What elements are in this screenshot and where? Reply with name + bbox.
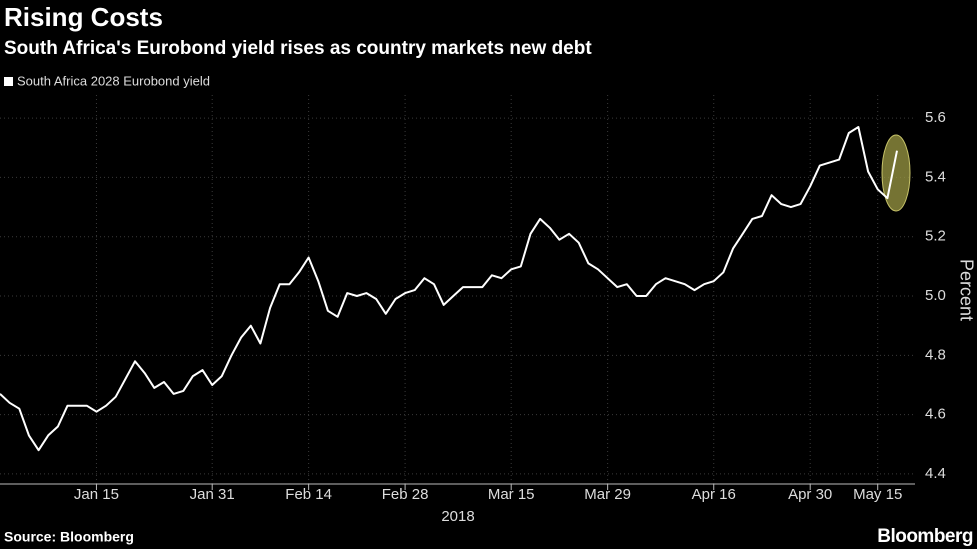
brand-logo: Bloomberg [877, 526, 973, 547]
legend-label: South Africa 2028 Eurobond yield [17, 73, 210, 88]
x-tick-label: Apr 16 [692, 486, 736, 503]
legend-swatch [4, 77, 13, 86]
y-tick-label: 4.8 [925, 346, 946, 363]
chart-title: Rising Costs [4, 2, 163, 32]
source: Source: Bloomberg [4, 529, 134, 545]
line-series [0, 126, 898, 452]
y-tick-label: 5.6 [925, 109, 946, 126]
y-tick-label: 5.4 [925, 168, 946, 185]
y-tick-label: 5.2 [925, 228, 946, 245]
y-tick-label: 4.4 [925, 465, 946, 482]
x-tick-label: Mar 15 [488, 486, 535, 503]
chart-subtitle: South Africa's Eurobond yield rises as c… [4, 38, 592, 59]
y-tick-label: 5.0 [925, 287, 946, 304]
y-axis-label: Percent [956, 259, 976, 321]
x-tick-label: Jan 31 [190, 486, 235, 503]
x-tick-label: Mar 29 [584, 486, 631, 503]
x-tick-label: Apr 30 [788, 486, 832, 503]
x-tick-label: Feb 14 [285, 486, 332, 503]
x-tick-label: May 15 [853, 486, 902, 503]
x-axis-label: 2018 [441, 508, 474, 525]
x-tick-label: Jan 15 [74, 486, 119, 503]
x-tick-label: Feb 28 [382, 486, 429, 503]
highlight-ellipse [881, 134, 911, 212]
y-tick-label: 4.6 [925, 406, 946, 423]
